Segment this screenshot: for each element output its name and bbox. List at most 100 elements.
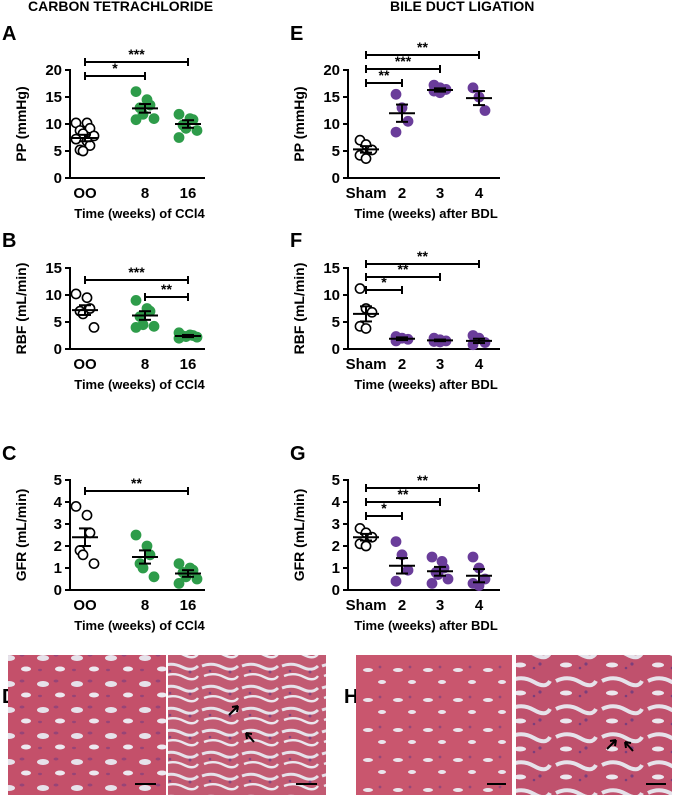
data-point	[360, 153, 372, 164]
y-tick-label: 15	[323, 89, 340, 106]
data-point	[426, 551, 438, 563]
y-tick-label: 0	[54, 582, 62, 599]
significance-label: **	[379, 67, 390, 83]
data-point	[173, 132, 185, 143]
significance-label: *	[381, 274, 387, 290]
y-tick-label: 1	[332, 560, 340, 577]
x-category-label: 16	[180, 597, 197, 614]
y-tick-label: 10	[45, 116, 62, 133]
y-tick-label: 20	[323, 62, 340, 79]
x-category-label: 4	[475, 597, 484, 614]
y-tick-label: 5	[332, 314, 340, 331]
arrow-icon	[624, 741, 634, 752]
x-axis-label: Time (weeks) of CCl4	[74, 377, 205, 392]
panel-letter: C	[2, 443, 16, 465]
data-point	[173, 578, 185, 589]
y-tick-label: 0	[54, 170, 62, 187]
significance-label: ***	[395, 53, 412, 69]
data-point	[70, 133, 82, 145]
arrow-icon	[245, 732, 255, 743]
data-point	[148, 113, 160, 124]
y-tick-label: 10	[45, 287, 62, 304]
data-point	[360, 540, 372, 552]
x-category-label: Sham	[346, 185, 387, 202]
data-point	[191, 573, 203, 585]
x-category-label: 2	[398, 597, 406, 614]
x-category-label: 16	[180, 356, 197, 373]
x-category-label: 8	[141, 185, 149, 202]
panel-letter: F	[290, 230, 302, 252]
y-tick-label: 10	[323, 116, 340, 133]
y-tick-label: 20	[45, 62, 62, 79]
y-axis-label: GFR (mL/min)	[13, 489, 29, 582]
data-point	[173, 108, 185, 120]
micrograph-panel-d: D	[2, 655, 326, 795]
x-category-label: OO	[73, 356, 97, 373]
significance-label: **	[417, 39, 428, 55]
x-axis-label: Time (weeks) after BDL	[354, 377, 498, 392]
x-category-label: 3	[436, 597, 444, 614]
y-tick-label: 2	[54, 538, 62, 555]
y-tick-label: 2	[332, 538, 340, 555]
y-tick-label: 15	[45, 89, 62, 106]
group-title-bdl: BILE DUCT LIGATION	[390, 0, 534, 14]
data-point	[366, 306, 378, 318]
y-tick-label: 5	[332, 143, 340, 160]
data-point	[130, 321, 142, 333]
arrow-icon	[228, 705, 239, 716]
data-point	[81, 509, 93, 521]
data-point	[141, 540, 153, 552]
significance-label: ***	[128, 264, 145, 280]
significance-label: *	[381, 500, 387, 516]
micrograph-h-left	[356, 655, 512, 795]
x-category-label: Sham	[346, 356, 387, 373]
panel-letter: A	[2, 23, 16, 45]
data-point	[84, 527, 96, 539]
significance-label: ***	[128, 46, 145, 62]
y-tick-label: 15	[45, 260, 62, 277]
data-point	[77, 145, 89, 157]
chart-b: B 0 5 10 15 RBF (mL/min) OO 8 16 Time (weeks) of …	[2, 230, 206, 392]
y-tick-label: 5	[332, 472, 340, 489]
data-point	[479, 105, 491, 116]
chart-f: F 0 5 10 15 RBF (mL/min) Sham 2 3 4 Time (weeks) a…	[290, 230, 500, 392]
y-tick-label: 0	[332, 170, 340, 187]
data-point	[173, 558, 185, 569]
y-tick-label: 4	[54, 494, 63, 511]
x-category-label: 8	[141, 597, 149, 614]
data-point	[130, 529, 142, 541]
chart-a: A 0 5 10 15 20 PP (mmHg) OO 8 16 Time (weeks) of C…	[2, 23, 206, 221]
x-category-label: Sham	[346, 597, 387, 614]
data-point	[191, 125, 203, 136]
data-point	[88, 558, 100, 569]
micrograph-d-left	[8, 655, 166, 795]
data-point	[77, 549, 89, 561]
micrograph-panel-h: H	[344, 655, 672, 795]
data-point	[390, 88, 402, 100]
chart-c: C 0 1 2 3 4 5 GFR (mL/min) OO 8 16 Time (weeks) of …	[2, 443, 206, 633]
x-category-label: 8	[141, 356, 149, 373]
data-point	[148, 320, 160, 332]
data-point	[426, 578, 438, 589]
data-point	[390, 575, 402, 587]
y-tick-label: 0	[332, 341, 340, 358]
x-axis-label: Time (weeks) of CCl4	[74, 206, 205, 221]
x-axis-label: Time (weeks) after BDL	[354, 206, 498, 221]
significance-label: **	[161, 281, 172, 297]
significance-label: **	[131, 475, 142, 491]
y-axis-label: RBF (mL/min)	[13, 263, 29, 355]
x-category-label: 4	[475, 185, 484, 202]
significance-label: **	[417, 248, 428, 264]
data-point	[148, 571, 160, 583]
significance-label: **	[398, 486, 409, 502]
group-title-ccl4: CARBON TETRACHLORIDE	[28, 0, 213, 14]
x-category-label: 2	[398, 356, 406, 373]
y-tick-label: 5	[54, 314, 62, 331]
data-point	[70, 288, 82, 300]
y-axis-label: GFR (mL/min)	[291, 489, 307, 582]
y-tick-label: 3	[54, 516, 62, 533]
x-category-label: OO	[73, 597, 97, 614]
y-axis-label: PP (mmHg)	[13, 86, 29, 161]
chart-e: E 0 5 10 15 20 PP (mmHg) Sham 2 3 4 Time (weeks) af…	[290, 23, 500, 221]
